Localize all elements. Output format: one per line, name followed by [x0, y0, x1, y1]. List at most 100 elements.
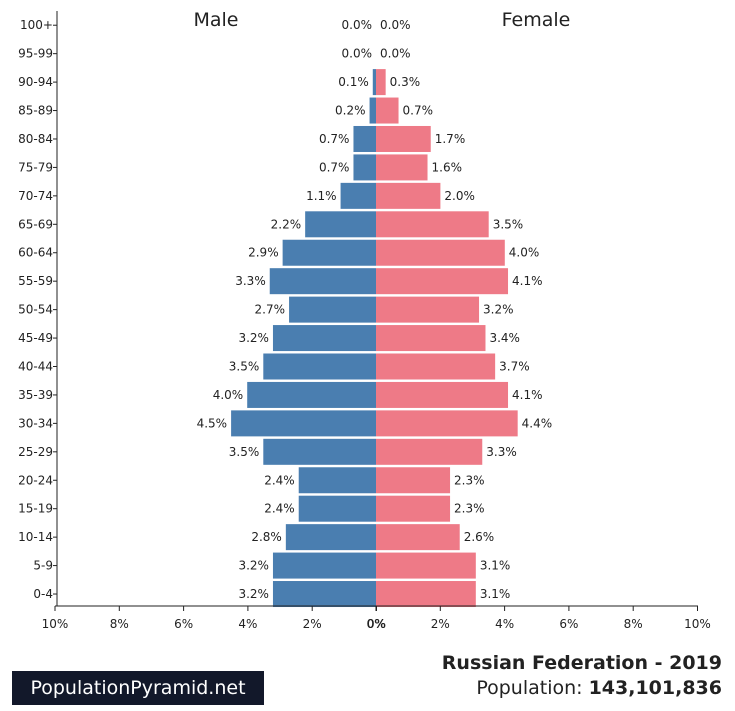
female-bar-45-49 — [376, 325, 486, 352]
age-label-95-99: 95-99 — [18, 47, 53, 61]
female-bar-65-69 — [376, 211, 489, 238]
female-value-100+: 0.0% — [380, 18, 411, 32]
female-value-95-99: 0.0% — [380, 47, 411, 61]
female-value-45-49: 3.4% — [489, 331, 519, 345]
male-bar-5-9 — [272, 552, 376, 579]
female-bar-60-64 — [376, 239, 505, 266]
age-label-75-79: 75-79 — [18, 160, 53, 174]
female-value-15-19: 2.3% — [454, 502, 485, 516]
male-value-95-99: 0.0% — [342, 47, 373, 61]
x-tick-right-0%: 0% — [366, 617, 385, 631]
age-label-0-4: 0-4 — [33, 587, 53, 601]
female-value-90-94: 0.3% — [390, 75, 421, 89]
male-bar-60-64 — [282, 239, 376, 266]
age-label-100+: 100+ — [20, 18, 53, 32]
age-label-35-39: 35-39 — [18, 388, 53, 402]
male-value-75-79: 0.7% — [319, 160, 350, 174]
male-value-45-49: 3.2% — [238, 331, 269, 345]
female-title: Female — [502, 9, 571, 31]
male-value-50-54: 2.7% — [255, 303, 286, 317]
female-value-55-59: 4.1% — [512, 274, 543, 288]
female-bar-10-14 — [376, 524, 460, 551]
male-value-10-14: 2.8% — [251, 530, 282, 544]
male-bar-15-19 — [298, 495, 376, 522]
x-tick-left-6%: 6% — [174, 617, 193, 631]
female-bar-30-34 — [376, 410, 518, 437]
male-value-60-64: 2.9% — [248, 246, 279, 260]
male-value-35-39: 4.0% — [213, 388, 244, 402]
x-tick-left-8%: 8% — [110, 617, 129, 631]
female-value-10-14: 2.6% — [464, 530, 495, 544]
age-label-20-24: 20-24 — [18, 473, 53, 487]
female-value-0-4: 3.1% — [480, 587, 511, 601]
female-bar-50-54 — [376, 296, 480, 323]
male-value-55-59: 3.3% — [235, 274, 266, 288]
male-bar-40-44 — [263, 353, 376, 380]
female-bar-90-94 — [376, 69, 386, 96]
x-tick-left-2%: 2% — [303, 617, 322, 631]
male-bar-30-34 — [231, 410, 376, 437]
population-value: 143,101,836 — [588, 677, 722, 699]
age-label-10-14: 10-14 — [18, 530, 53, 544]
x-tick-left-4%: 4% — [238, 617, 257, 631]
male-bar-80-84 — [353, 125, 376, 152]
female-value-25-29: 3.3% — [486, 445, 517, 459]
female-bar-20-24 — [376, 467, 451, 494]
female-value-30-34: 4.4% — [522, 416, 553, 430]
male-value-70-74: 1.1% — [306, 189, 337, 203]
age-label-45-49: 45-49 — [18, 331, 53, 345]
male-bar-55-59 — [269, 268, 376, 295]
female-bar-55-59 — [376, 268, 509, 295]
male-bar-45-49 — [272, 325, 376, 352]
brand-badge[interactable]: PopulationPyramid.net — [12, 671, 264, 705]
female-bar-25-29 — [376, 438, 483, 465]
female-bar-35-39 — [376, 381, 509, 408]
female-bar-0-4 — [376, 581, 476, 608]
age-label-70-74: 70-74 — [18, 189, 53, 203]
female-value-80-84: 1.7% — [435, 132, 466, 146]
country-year-title: Russian Federation - 2019 — [441, 652, 722, 674]
age-label-80-84: 80-84 — [18, 132, 53, 146]
female-value-20-24: 2.3% — [454, 473, 485, 487]
age-label-25-29: 25-29 — [18, 445, 53, 459]
male-bar-35-39 — [247, 381, 376, 408]
male-bar-85-89 — [369, 97, 376, 124]
female-value-60-64: 4.0% — [509, 246, 540, 260]
male-bar-90-94 — [372, 69, 376, 96]
x-tick-right-2%: 2% — [431, 617, 450, 631]
male-value-100+: 0.0% — [342, 18, 373, 32]
male-title: Male — [193, 9, 238, 31]
x-tick-right-8%: 8% — [624, 617, 643, 631]
female-bar-85-89 — [376, 97, 399, 124]
male-value-0-4: 3.2% — [238, 587, 269, 601]
male-value-80-84: 0.7% — [319, 132, 350, 146]
female-value-70-74: 2.0% — [444, 189, 475, 203]
population-line: Population: 143,101,836 — [476, 677, 722, 699]
male-bar-0-4 — [272, 581, 376, 608]
age-label-90-94: 90-94 — [18, 75, 53, 89]
male-bar-50-54 — [289, 296, 376, 323]
x-tick-right-4%: 4% — [495, 617, 514, 631]
female-value-40-44: 3.7% — [499, 360, 530, 374]
age-label-55-59: 55-59 — [18, 274, 53, 288]
male-value-65-69: 2.2% — [271, 217, 302, 231]
male-bar-70-74 — [340, 182, 376, 209]
age-label-50-54: 50-54 — [18, 303, 53, 317]
male-bar-10-14 — [285, 524, 376, 551]
female-value-85-89: 0.7% — [403, 104, 434, 118]
female-value-75-79: 1.6% — [432, 160, 463, 174]
female-value-35-39: 4.1% — [512, 388, 543, 402]
x-tick-left-10%: 10% — [42, 617, 69, 631]
female-value-50-54: 3.2% — [483, 303, 514, 317]
male-bar-20-24 — [298, 467, 376, 494]
female-value-5-9: 3.1% — [480, 559, 511, 573]
age-label-30-34: 30-34 — [18, 416, 53, 430]
age-label-5-9: 5-9 — [33, 559, 53, 573]
age-label-85-89: 85-89 — [18, 104, 53, 118]
male-value-40-44: 3.5% — [229, 360, 260, 374]
male-value-85-89: 0.2% — [335, 104, 366, 118]
male-value-20-24: 2.4% — [264, 473, 295, 487]
female-bar-80-84 — [376, 125, 431, 152]
male-value-5-9: 3.2% — [238, 559, 269, 573]
female-bar-5-9 — [376, 552, 476, 579]
